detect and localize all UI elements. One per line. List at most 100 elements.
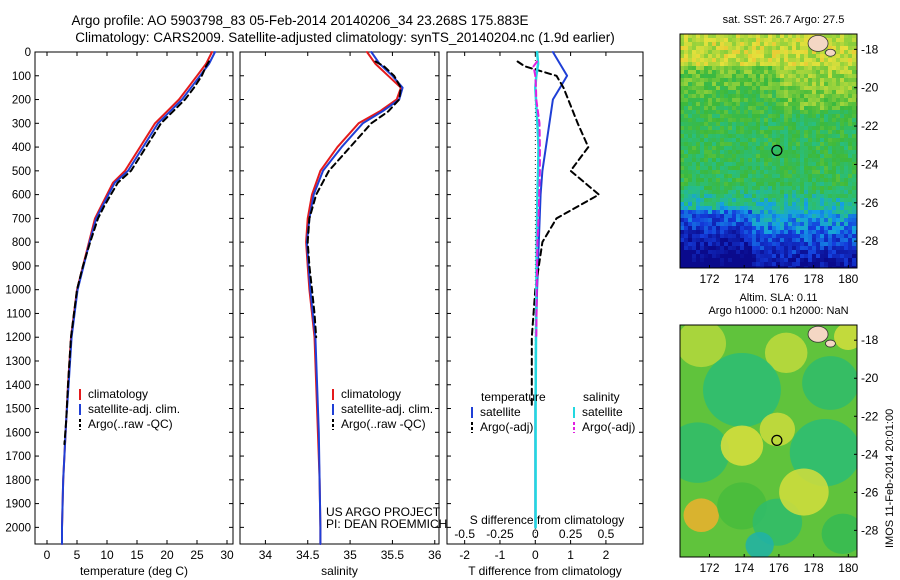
sst-cell [780, 62, 785, 67]
sst-cell [784, 254, 789, 259]
sst-cell [816, 182, 821, 187]
sst-cell [836, 250, 841, 255]
sst-cell [700, 254, 705, 259]
sst-cell [724, 178, 729, 183]
sst-cell [824, 178, 829, 183]
sst-cell [768, 134, 773, 139]
sst-cell [764, 38, 769, 43]
sst-cell [684, 186, 689, 191]
sst-cell [720, 186, 725, 191]
sst-cell [820, 198, 825, 203]
sst-cell [804, 226, 809, 231]
sst-cell [724, 150, 729, 155]
sst-cell [756, 150, 761, 155]
sst-cell [792, 150, 797, 155]
sst-cell [848, 230, 853, 235]
sst-cell [748, 122, 753, 127]
sst-cell [796, 50, 801, 55]
sst-cell [680, 202, 685, 207]
sst-cell [756, 78, 761, 83]
sst-cell [748, 218, 753, 223]
sst-cell [812, 254, 817, 259]
sst-cell [744, 162, 749, 167]
sst-cell [768, 118, 773, 123]
sst-cell [712, 134, 717, 139]
sst-cell [724, 266, 729, 268]
sst-cell [784, 102, 789, 107]
sst-cell [764, 146, 769, 151]
sst-cell [760, 58, 765, 63]
sst-cell [824, 226, 829, 231]
sst-cell [784, 142, 789, 147]
sst-cell [816, 154, 821, 159]
sst-cell [784, 266, 789, 268]
sst-cell [852, 94, 857, 99]
sst-cell [812, 166, 817, 171]
sst-cell [760, 190, 765, 195]
sst-cell [768, 234, 773, 239]
sst-cell [716, 174, 721, 179]
sst-cell [852, 118, 857, 123]
sst-cell [740, 138, 745, 143]
sst-cell [784, 54, 789, 59]
sst-cell [704, 154, 709, 159]
sst-cell [688, 238, 693, 243]
sst-cell [716, 242, 721, 247]
sst-cell [832, 238, 837, 243]
sst-cell [712, 206, 717, 211]
sst-cell [708, 58, 713, 63]
sst-cell [700, 150, 705, 155]
sst-cell [828, 170, 833, 175]
sst-cell [760, 222, 765, 227]
sst-cell [716, 138, 721, 143]
sla-anomaly [680, 422, 730, 483]
sst-cell [832, 94, 837, 99]
sst-cell [688, 66, 693, 71]
sst-cell [776, 262, 781, 267]
sst-cell [716, 98, 721, 103]
sla-anomaly [821, 513, 857, 554]
sst-cell [788, 230, 793, 235]
sst-cell [716, 106, 721, 111]
sst-cell [808, 226, 813, 231]
sst-cell [720, 190, 725, 195]
sst-cell [752, 146, 757, 151]
sst-cell [800, 86, 805, 91]
sst-cell [700, 166, 705, 171]
sst-cell [712, 118, 717, 123]
sst-cell [784, 162, 789, 167]
sst-cell [692, 194, 697, 199]
sst-cell [704, 238, 709, 243]
sst-cell [712, 238, 717, 243]
sst-cell [696, 214, 701, 219]
sst-cell [808, 70, 813, 75]
sst-cell [736, 242, 741, 247]
sst-cell [756, 102, 761, 107]
sst-cell [776, 266, 781, 268]
sst-cell [764, 266, 769, 268]
sst-cell [752, 154, 757, 159]
sst-cell [764, 162, 769, 167]
sst-cell [776, 154, 781, 159]
sst-cell [852, 82, 857, 87]
sst-cell [796, 78, 801, 83]
sst-cell [700, 162, 705, 167]
sst-cell [756, 138, 761, 143]
sst-cell [752, 254, 757, 259]
sst-cell [816, 54, 821, 59]
sst-cell [824, 130, 829, 135]
sst-cell [804, 218, 809, 223]
sst-cell [704, 46, 709, 51]
series-line-3 [63, 60, 210, 446]
sst-cell [820, 202, 825, 207]
sst-cell [824, 234, 829, 239]
sst-cell [772, 222, 777, 227]
sst-cell [688, 202, 693, 207]
sst-cell [820, 254, 825, 259]
sst-cell [748, 254, 753, 259]
sst-cell [836, 218, 841, 223]
sst-cell [788, 130, 793, 135]
sst-cell [772, 154, 777, 159]
sst-cell [808, 146, 813, 151]
lon-tick-label: 174 [734, 561, 754, 575]
